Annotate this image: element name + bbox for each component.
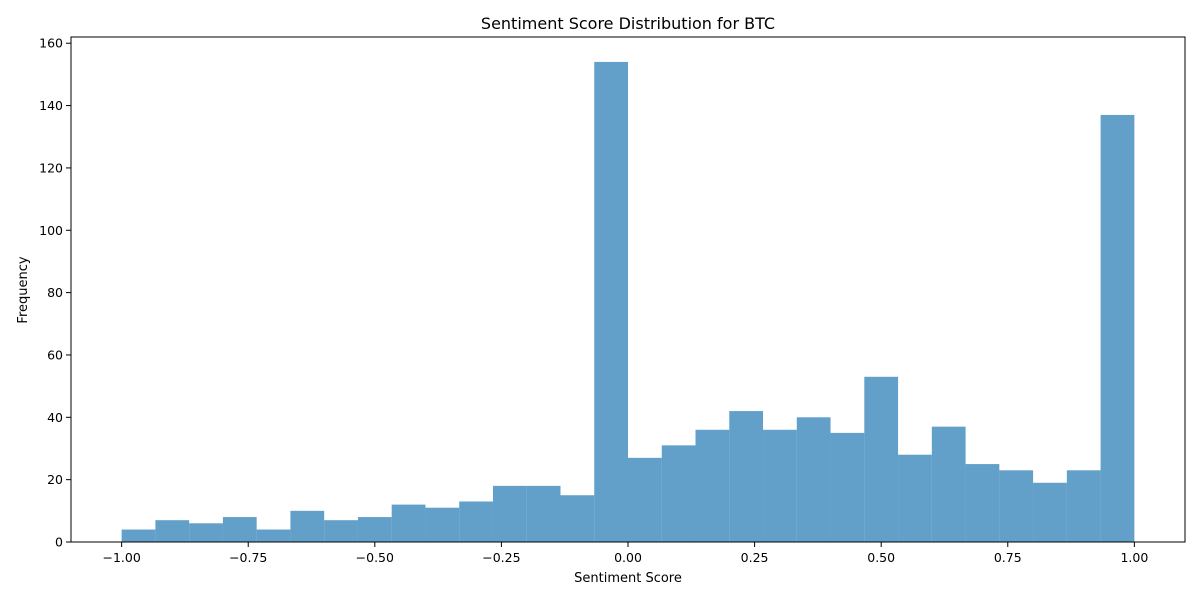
- histogram-bar: [425, 507, 460, 542]
- histogram-bar: [661, 445, 696, 542]
- histogram-bar: [898, 454, 932, 542]
- histogram-bar: [931, 426, 966, 542]
- histogram-bar: [695, 429, 730, 542]
- histogram-bar: [357, 517, 392, 542]
- histogram-bar: [189, 523, 223, 542]
- y-tick-label: 140: [39, 98, 63, 113]
- y-axis-label: Frequency: [16, 256, 31, 323]
- histogram-bar: [628, 457, 662, 542]
- y-tick-label: 40: [47, 410, 63, 425]
- y-tick-label: 120: [39, 160, 63, 175]
- histogram-bar: [729, 411, 764, 542]
- histogram-bar: [594, 61, 628, 543]
- histogram-bar: [560, 495, 595, 542]
- histogram-bar: [324, 520, 358, 542]
- histogram-bar: [1066, 470, 1101, 542]
- histogram-bar: [492, 485, 527, 542]
- histogram-bar: [256, 529, 291, 542]
- histogram-bar: [1033, 482, 1067, 542]
- x-axis-label: Sentiment Score: [574, 571, 682, 586]
- histogram-bar: [864, 376, 899, 542]
- x-tick-label: −1.00: [102, 550, 140, 565]
- histogram-bar: [1100, 114, 1135, 542]
- y-axis-ticks: 0 20 40 60 80 100 120 140 160: [39, 36, 71, 550]
- histogram-bar: [222, 517, 257, 542]
- y-tick-label: 80: [47, 285, 63, 300]
- x-tick-label: 0.00: [614, 550, 642, 565]
- histogram-bar: [290, 510, 325, 542]
- histogram-bar: [459, 501, 493, 542]
- x-tick-label: −0.75: [229, 550, 267, 565]
- histogram-bar: [830, 432, 865, 542]
- histogram-bar: [391, 504, 426, 542]
- x-tick-label: 1.00: [1120, 550, 1148, 565]
- x-tick-label: 0.50: [867, 550, 895, 565]
- histogram-bar: [796, 417, 831, 542]
- histogram-bar: [526, 485, 561, 542]
- x-tick-label: 0.75: [994, 550, 1022, 565]
- histogram-bar: [763, 429, 797, 542]
- x-tick-label: −0.25: [482, 550, 520, 565]
- y-tick-label: 20: [47, 472, 63, 487]
- y-tick-label: 0: [55, 535, 63, 550]
- bars-group: [121, 61, 1135, 543]
- histogram-bar: [965, 464, 1000, 542]
- histogram-bar: [999, 470, 1034, 542]
- histogram-bar: [121, 529, 156, 542]
- x-axis-ticks: −1.00 −0.75 −0.50 −0.25 0.00 0.25 0.50 0.75 1.00: [102, 542, 1148, 565]
- y-tick-label: 100: [39, 223, 63, 238]
- chart-title: Sentiment Score Distribution for BTC: [481, 14, 775, 33]
- x-tick-label: 0.25: [741, 550, 769, 565]
- y-tick-label: 160: [39, 36, 63, 51]
- x-tick-label: −0.50: [356, 550, 394, 565]
- histogram-bar: [155, 520, 190, 542]
- y-tick-label: 60: [47, 347, 63, 362]
